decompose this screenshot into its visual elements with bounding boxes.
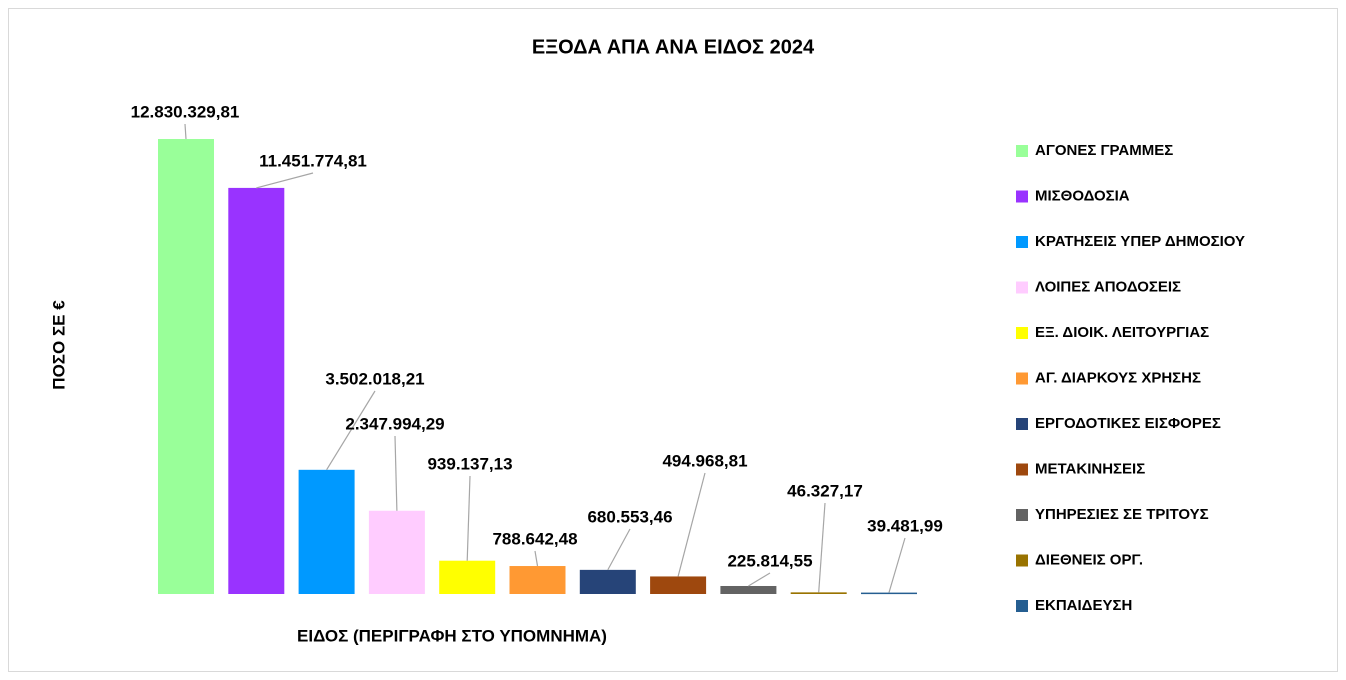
leader-line — [466, 475, 471, 561]
bar — [298, 469, 355, 594]
legend-swatch — [1016, 554, 1028, 567]
legend-label: ΑΓΟΝΕΣ ΓΡΑΜΜΕΣ — [1035, 142, 1173, 159]
x-axis-label: ΕΙΔΟΣ (ΠΕΡΙΓΡΑΦΗ ΣΤΟ ΥΠΟΜΝΗΜΑ) — [297, 626, 607, 645]
bar — [228, 187, 285, 594]
bar — [158, 139, 214, 594]
leader-line — [394, 435, 398, 511]
legend-label: ΕΚΠΑΙΔΕΥΣΗ — [1035, 597, 1132, 614]
legend-label: ΜΙΣΘΟΔΟΣΙΑ — [1035, 187, 1130, 204]
leader-line — [184, 123, 187, 140]
data-label: 46.327,17 — [787, 481, 863, 500]
leader-line — [534, 550, 539, 567]
leader-line — [818, 502, 826, 593]
data-label: 12.830.329,81 — [131, 102, 240, 121]
legend-swatch — [1016, 281, 1028, 294]
data-label: 2.347.994,29 — [345, 414, 444, 433]
leader-line — [256, 172, 314, 189]
data-label: 939.137,13 — [427, 454, 512, 473]
bar — [368, 510, 425, 594]
leader-line — [607, 528, 631, 571]
legend-label: ΔΙΕΘΝΕΙΣ ΟΡΓ. — [1035, 551, 1143, 568]
legend-label: ΚΡΑΤΗΣΕΙΣ ΥΠΕΡ ΔΗΜΟΣΙΟΥ — [1035, 233, 1245, 250]
data-label: 680.553,46 — [587, 507, 672, 526]
bar — [650, 576, 707, 594]
legend-label: ΕΞ. ΔΙΟΙΚ. ΛΕΙΤΟΥΡΓΙΑΣ — [1035, 324, 1209, 341]
bar — [720, 585, 777, 594]
bar — [579, 569, 636, 594]
leader-line — [888, 537, 906, 593]
legend-label: ΛΟΙΠΕΣ ΑΠΟΔΟΣΕΙΣ — [1035, 278, 1181, 295]
data-label: 39.481,99 — [867, 516, 943, 535]
legend-swatch — [1016, 190, 1028, 203]
legend-swatch — [1016, 418, 1028, 430]
data-label: 788.642,48 — [492, 529, 577, 548]
legend-swatch — [1016, 236, 1028, 248]
bar — [861, 592, 917, 595]
data-label: 494.968,81 — [662, 451, 747, 470]
legend-swatch — [1016, 372, 1028, 385]
leader-line — [677, 472, 706, 577]
legend-swatch — [1016, 463, 1028, 476]
legend-swatch — [1016, 145, 1028, 157]
leader-line — [748, 572, 771, 587]
legend-swatch — [1016, 509, 1028, 521]
data-label: 225.814,55 — [727, 551, 812, 570]
legend-swatch — [1016, 600, 1028, 612]
bar — [439, 560, 496, 594]
legend-label: ΑΓ. ΔΙΑΡΚΟΥΣ ΧΡΗΣΗΣ — [1035, 369, 1201, 386]
bar — [790, 592, 847, 594]
chart-title: ΕΞΟΔΑ ΑΠΑ ΑΝΑ ΕΙΔΟΣ 2024 — [532, 36, 815, 58]
legend-swatch — [1016, 327, 1028, 339]
legend-label: ΥΠΗΡΕΣΙΕΣ ΣΕ ΤΡΙΤΟΥΣ — [1035, 506, 1209, 523]
data-label: 3.502.018,21 — [325, 369, 424, 388]
legend-label: ΜΕΤΑΚΙΝΗΣΕΙΣ — [1035, 460, 1145, 477]
data-label: 11.451.774,81 — [259, 151, 367, 170]
leader-line — [326, 390, 376, 471]
bar — [509, 566, 566, 594]
legend-label: ΕΡΓΟΔΟΤΙΚΕΣ ΕΙΣΦΟΡΕΣ — [1035, 415, 1221, 432]
y-axis-label: ΠΟΣΟ ΣΕ € — [49, 300, 68, 390]
